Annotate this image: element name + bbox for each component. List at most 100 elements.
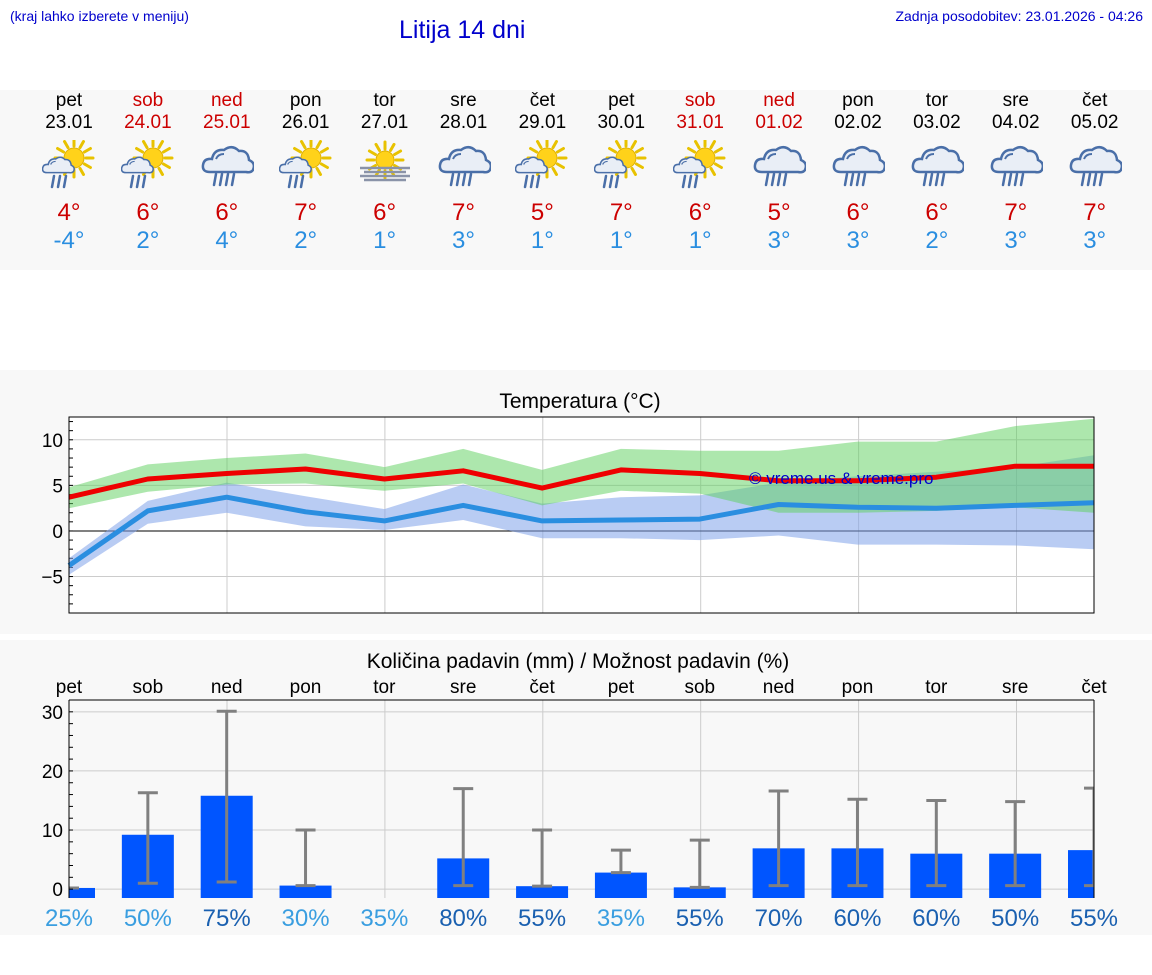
category-label: čet <box>1081 677 1107 698</box>
day-date: 23.01 <box>45 112 93 133</box>
cloud-rain-icon <box>831 140 887 192</box>
sun-cloud-rain-icon <box>515 137 569 192</box>
precip-probability: 60% <box>833 905 881 932</box>
day-of-week: pet <box>608 90 635 111</box>
day-date: 30.01 <box>597 112 646 133</box>
min-temperature: 2° <box>136 227 160 254</box>
category-label: sob <box>133 677 164 698</box>
day-of-week: tor <box>925 90 948 111</box>
min-temperature: 1° <box>688 227 712 254</box>
day-of-week: sre <box>1002 90 1029 111</box>
category-label: ned <box>763 677 795 698</box>
precip-probability: 55% <box>518 905 566 932</box>
category-label: pet <box>608 677 635 698</box>
location-hint: (kraj lahko izberete v meniju) <box>10 8 189 24</box>
day-date: 03.02 <box>913 112 961 133</box>
day-date: 27.01 <box>360 112 409 133</box>
y-tick-label: 30 <box>42 703 63 724</box>
day-of-week: pet <box>55 90 83 111</box>
cloud-rain-icon <box>910 140 966 192</box>
last-updated: Zadnja posodobitev: 23.01.2026 - 04:26 <box>895 8 1143 24</box>
min-temperature: 2° <box>925 227 949 254</box>
day-column: pon 26.01 7° 2° <box>267 90 345 265</box>
min-temperature: 1° <box>530 227 554 254</box>
precip-probability: 55% <box>1070 905 1118 932</box>
bars-group <box>69 709 1094 898</box>
temperature-chart-panel: Temperatura (°C) 10 5 0 −5 © vreme.us & vreme… <box>0 370 1152 634</box>
precip-bar <box>594 872 647 898</box>
day-date: 25.01 <box>203 112 251 133</box>
category-label: pon <box>290 677 322 698</box>
day-of-week: pon <box>842 90 874 111</box>
min-temperature: 1° <box>373 227 397 254</box>
precip-probability: 35% <box>360 905 408 932</box>
day-date: 05.02 <box>1070 112 1119 133</box>
sun-cloud-rain-icon <box>594 137 648 192</box>
plot-frame <box>68 416 1095 614</box>
cloud-rain-icon <box>1068 140 1123 192</box>
min-temperature: -4° <box>53 227 85 254</box>
min-temperature: 3° <box>452 227 475 254</box>
day-date: 02.02 <box>834 112 882 133</box>
max-temperature: 4° <box>57 199 81 226</box>
chart-title: Količina padavin (mm) / Možnost padavin … <box>367 650 790 673</box>
day-column: pet 23.01 4° -4° <box>30 90 108 265</box>
cloud-rain-icon <box>752 140 808 192</box>
precip-probability: 30% <box>282 905 330 932</box>
day-date: 26.01 <box>281 112 330 133</box>
min-temperature-line <box>67 494 1095 568</box>
daily-forecast-band: pet 23.01 4° -4° sob 24.01 6° 2° ned 25.01 6° 4° pon… <box>0 90 1152 270</box>
y-tick-label: −5 <box>41 568 63 589</box>
max-temperature: 7° <box>452 199 475 226</box>
min-temperature: 3° <box>1083 227 1107 254</box>
precip-probability: 50% <box>124 905 172 932</box>
day-column: sre 28.01 7° 3° <box>425 90 503 265</box>
day-column: tor 27.01 6° 1° <box>346 90 424 265</box>
y-tick-label: 0 <box>52 522 63 543</box>
cloud-rain-icon <box>200 140 255 192</box>
max-temperature: 6° <box>925 199 949 226</box>
day-of-week: sob <box>684 90 716 111</box>
day-of-week: ned <box>763 90 795 111</box>
day-column: sob 24.01 6° 2° <box>109 90 187 265</box>
day-date: 24.01 <box>124 112 172 133</box>
max-temperature: 7° <box>294 199 318 226</box>
max-temperature: 6° <box>846 199 870 226</box>
precip-bar <box>69 887 95 898</box>
day-column: sre 04.02 7° 3° <box>977 90 1055 265</box>
day-column: čet 05.02 7° 3° <box>1056 90 1134 265</box>
category-label: čet <box>529 677 555 698</box>
sun-cloud-rain-icon <box>278 137 333 192</box>
sun-cloud-rain-icon <box>120 137 175 192</box>
day-column: ned 01.02 5° 3° <box>740 90 818 265</box>
temperature-chart: Temperatura (°C) 10 5 0 −5 © vreme.us & vreme… <box>41 390 1095 614</box>
chart-title: Temperatura (°C) <box>499 390 660 413</box>
precip-probability: 25% <box>45 905 93 932</box>
max-temperature: 6° <box>136 199 160 226</box>
cloud-rain-icon <box>989 140 1044 192</box>
day-date: 04.02 <box>992 112 1040 133</box>
y-tick-label: 10 <box>42 431 63 452</box>
precip-probability: 60% <box>912 905 960 932</box>
day-column: ned 25.01 6° 4° <box>188 90 266 265</box>
day-date: 31.01 <box>676 112 724 133</box>
max-temperature: 6° <box>215 199 239 226</box>
day-of-week: pon <box>289 90 322 111</box>
category-label: sob <box>684 677 715 698</box>
precipitation-chart: Količina padavin (mm) / Možnost padavin … <box>42 650 1118 932</box>
y-tick-label: 10 <box>42 821 63 842</box>
category-label: tor <box>925 677 948 698</box>
sun-cloud-rain-icon <box>672 137 727 192</box>
day-of-week: ned <box>210 90 243 111</box>
y-tick-label: 0 <box>52 880 63 901</box>
max-temperature: 5° <box>767 199 791 226</box>
precip-probability: 35% <box>597 905 645 932</box>
day-date: 01.02 <box>755 112 803 133</box>
day-of-week: sre <box>450 90 477 111</box>
max-temperature: 7° <box>1083 199 1107 226</box>
cloud-rain-icon <box>437 140 492 192</box>
precip-probability: 55% <box>676 905 724 932</box>
watermark: © vreme.us & vreme.pro <box>749 469 933 488</box>
precipitation-chart-panel: Količina padavin (mm) / Možnost padavin … <box>0 640 1152 935</box>
category-label: sre <box>1002 677 1028 698</box>
